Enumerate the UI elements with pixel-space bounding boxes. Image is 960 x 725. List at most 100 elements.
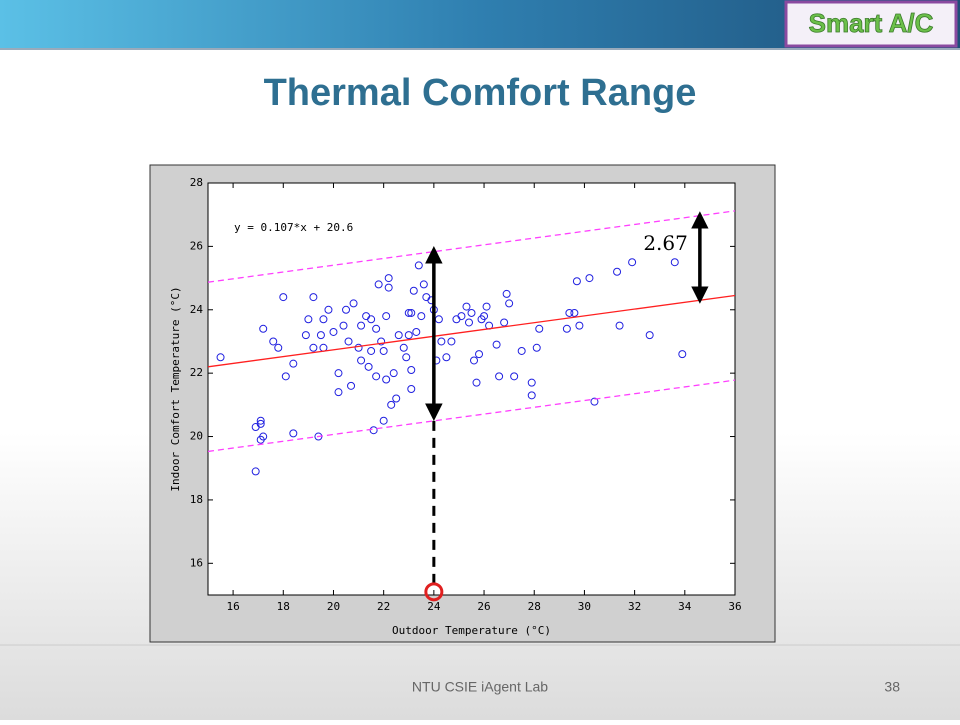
chart: 16 18 20 22 24 26 28 30 32 34 36 16 18 20 22 24 26 28 Outd… xyxy=(169,176,742,637)
point xyxy=(256,416,265,425)
point xyxy=(349,299,358,308)
slide-title: Thermal Comfort Range xyxy=(264,72,697,114)
point xyxy=(585,274,594,283)
point xyxy=(615,321,624,330)
x-tick-label: 30 xyxy=(578,600,591,613)
y-tick-label: 16 xyxy=(190,556,203,569)
point xyxy=(319,315,328,324)
point xyxy=(447,337,456,346)
point xyxy=(342,305,351,314)
point xyxy=(442,353,451,362)
point xyxy=(289,429,298,438)
point xyxy=(369,426,378,435)
point xyxy=(404,331,413,340)
x-tick-label: 28 xyxy=(528,600,541,613)
point xyxy=(510,372,519,381)
point xyxy=(394,331,403,340)
point xyxy=(334,369,343,378)
point xyxy=(417,312,426,321)
point xyxy=(364,362,373,371)
point xyxy=(464,318,473,327)
point xyxy=(505,299,514,308)
point xyxy=(392,394,401,403)
point xyxy=(407,365,416,374)
y-tick-label: 20 xyxy=(190,430,203,443)
x-tick-label: 16 xyxy=(226,600,239,613)
point xyxy=(367,315,376,324)
point xyxy=(357,321,366,330)
y-tick-label: 28 xyxy=(190,176,203,189)
point xyxy=(382,312,391,321)
point xyxy=(259,432,268,441)
point xyxy=(495,372,504,381)
point xyxy=(414,261,423,270)
point xyxy=(412,327,421,336)
point xyxy=(377,337,386,346)
point xyxy=(462,302,471,311)
point xyxy=(216,353,225,362)
x-tick-label: 24 xyxy=(427,600,441,613)
point xyxy=(324,305,333,314)
footer: NTU CSIE iAgent Lab xyxy=(412,679,548,695)
y-tick-label: 26 xyxy=(190,239,203,252)
point xyxy=(372,372,381,381)
point xyxy=(309,343,318,352)
point xyxy=(407,385,416,393)
point xyxy=(344,337,353,346)
badge: Smart A/C xyxy=(809,8,934,38)
point xyxy=(527,391,536,400)
x-tick-label: 36 xyxy=(728,600,741,613)
x-tick-label: 18 xyxy=(277,600,290,613)
point xyxy=(407,308,416,317)
header-rule xyxy=(0,48,960,50)
point xyxy=(334,388,343,397)
point xyxy=(256,419,265,428)
point xyxy=(475,350,484,359)
point xyxy=(409,286,418,295)
point xyxy=(500,318,509,327)
point xyxy=(316,331,325,340)
point xyxy=(309,293,318,302)
point xyxy=(339,321,348,330)
point xyxy=(354,343,363,352)
x-tick-label: 20 xyxy=(327,600,340,613)
point xyxy=(347,381,356,390)
point xyxy=(357,356,366,365)
equation: y = 0.107*x + 20.6 xyxy=(234,221,353,234)
point xyxy=(562,324,571,333)
point xyxy=(301,331,310,340)
point xyxy=(470,356,479,365)
point xyxy=(575,321,584,330)
point xyxy=(304,315,313,324)
y-tick-label: 22 xyxy=(190,366,203,379)
point xyxy=(613,267,622,276)
point xyxy=(628,258,637,267)
point xyxy=(269,337,278,346)
arrow-label: 2.67 xyxy=(643,231,688,255)
point xyxy=(279,293,288,302)
x-tick-label: 34 xyxy=(678,600,692,613)
y-axis-label: Indoor Comfort Temperature (°C) xyxy=(169,286,182,491)
point xyxy=(387,400,396,409)
point xyxy=(678,350,687,359)
point xyxy=(384,283,393,292)
page-number: 38 xyxy=(884,679,900,695)
bound-line xyxy=(207,379,736,453)
point xyxy=(535,324,544,333)
point xyxy=(527,378,536,387)
point xyxy=(379,416,388,425)
point xyxy=(274,343,283,352)
fit-line xyxy=(207,294,736,368)
point xyxy=(467,308,476,317)
point xyxy=(480,312,489,321)
point xyxy=(670,258,679,267)
point xyxy=(590,397,599,406)
point xyxy=(372,324,381,333)
y-tick-label: 24 xyxy=(190,303,204,316)
point xyxy=(367,346,376,355)
point xyxy=(502,289,511,298)
x-tick-label: 32 xyxy=(628,600,641,613)
point xyxy=(492,340,501,349)
bound-line xyxy=(207,210,736,283)
